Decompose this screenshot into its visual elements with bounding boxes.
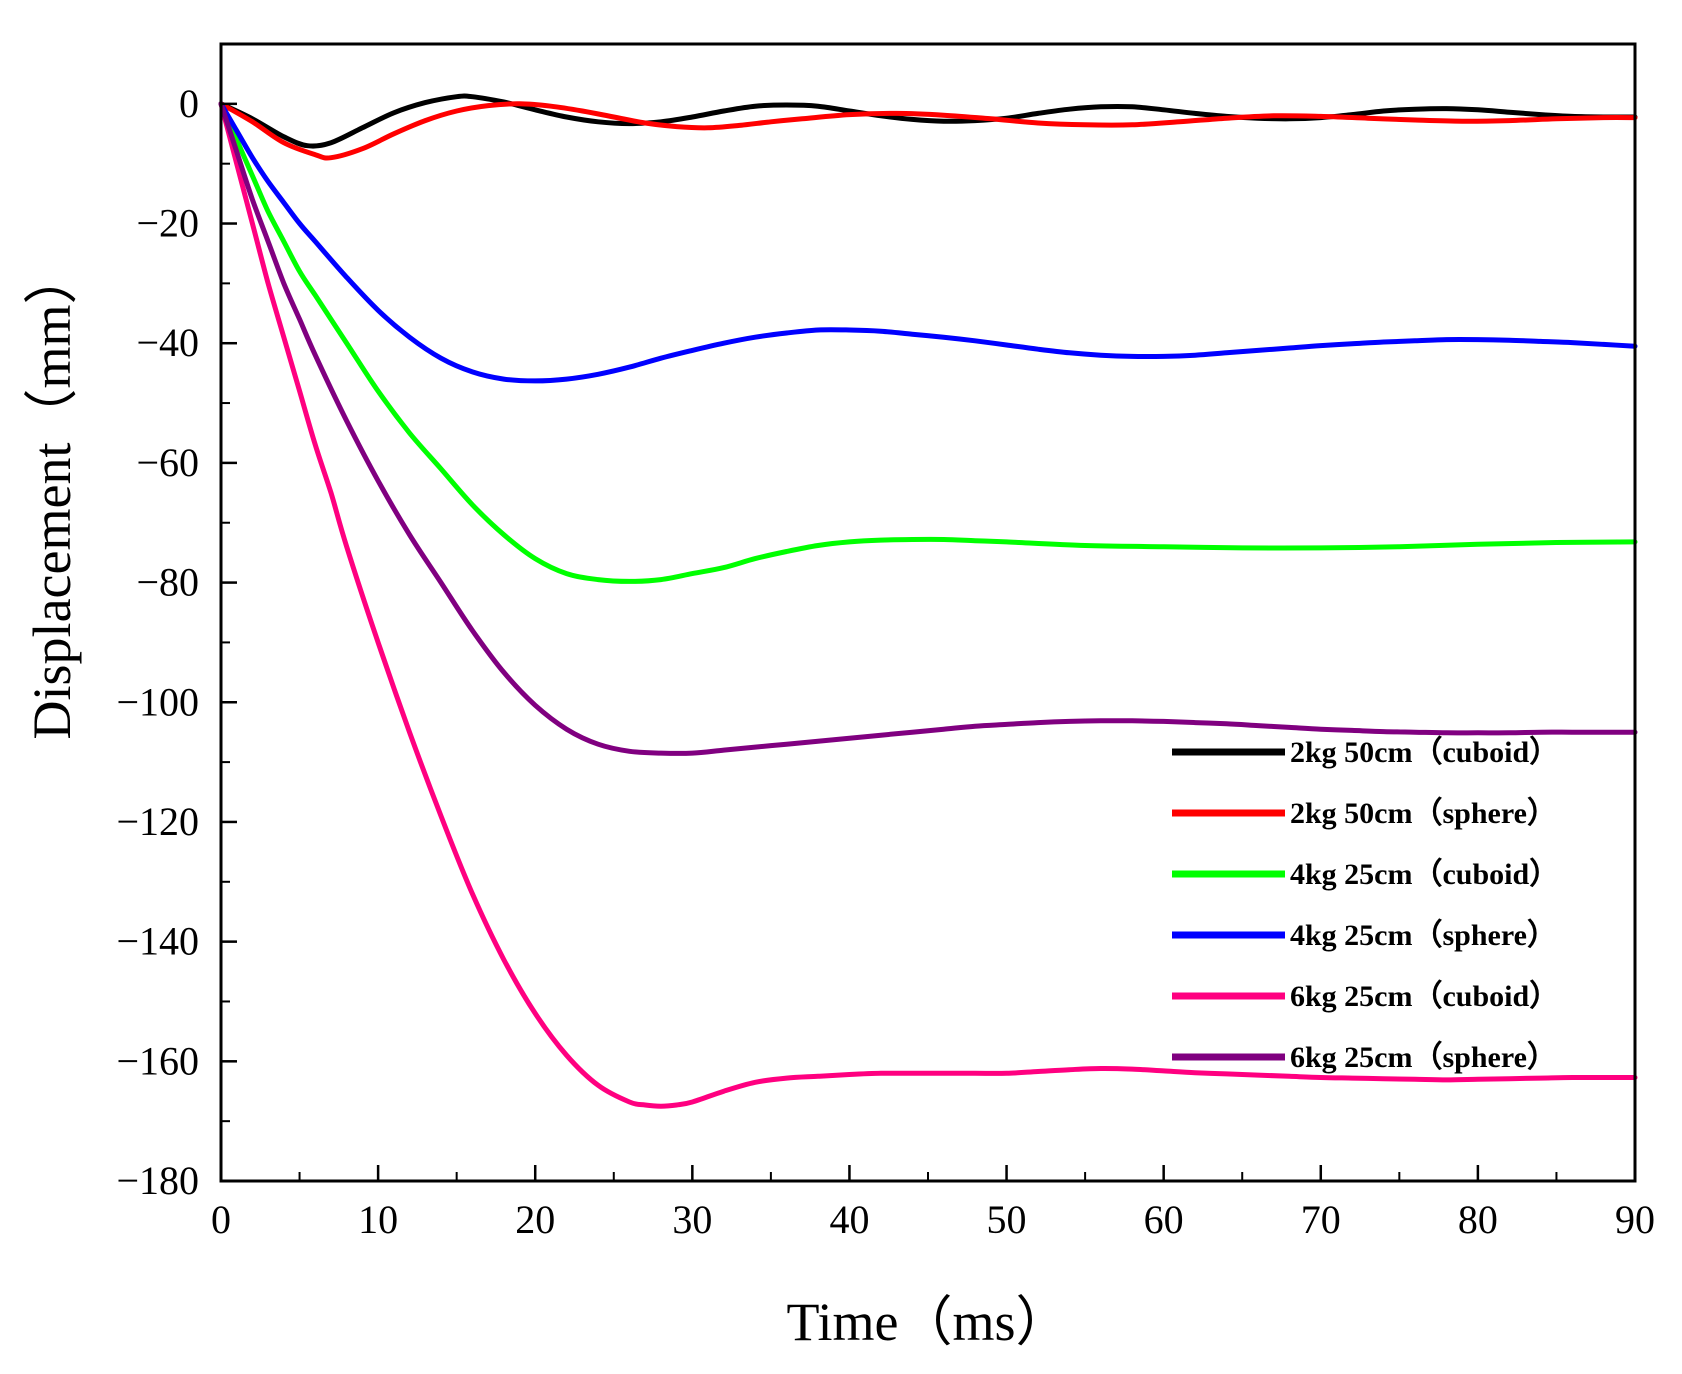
y-tick-label: −180 — [116, 1158, 199, 1203]
legend-label-3: 4kg 25cm（cuboid） — [1290, 857, 1559, 891]
y-tick-label: −160 — [116, 1038, 199, 1083]
y-axis-title: Displacement（mm） — [22, 251, 82, 740]
y-tick-label: −80 — [136, 560, 199, 605]
series-line-4 — [218, 101, 1638, 384]
y-tick-label: −20 — [136, 201, 199, 246]
x-tick-label: 90 — [1615, 1197, 1655, 1242]
x-tick-label: 10 — [358, 1197, 398, 1242]
x-tick-label: 40 — [829, 1197, 869, 1242]
y-tick-label: −140 — [116, 919, 199, 964]
series-layer — [218, 93, 1638, 1109]
x-axis-title: Time（ms） — [786, 1292, 1069, 1352]
x-tick-label: 0 — [211, 1197, 231, 1242]
x-tick-label: 20 — [515, 1197, 555, 1242]
y-tick-label: −60 — [136, 440, 199, 485]
series-line-6 — [218, 101, 1638, 756]
y-tick-label: 0 — [179, 81, 199, 126]
x-tick-label: 30 — [672, 1197, 712, 1242]
legend-label-1: 2kg 50cm（cuboid） — [1290, 735, 1559, 769]
x-tick-label: 50 — [987, 1197, 1027, 1242]
y-tick-label: −120 — [116, 799, 199, 844]
y-tick-label: −40 — [136, 320, 199, 365]
series-line-2 — [218, 101, 1638, 161]
legend-label-6: 6kg 25cm（sphere） — [1290, 1040, 1557, 1074]
series-line-3 — [218, 101, 1638, 584]
series-line-5 — [218, 101, 1638, 1109]
x-tick-label: 70 — [1301, 1197, 1341, 1242]
y-tick-label: −100 — [116, 679, 199, 724]
legend-label-4: 4kg 25cm（sphere） — [1290, 918, 1557, 952]
x-tick-label: 80 — [1458, 1197, 1498, 1242]
x-tick-label: 60 — [1144, 1197, 1184, 1242]
legend: 2kg 50cm（cuboid） 2kg 50cm（sphere） 4kg 25cm… — [1172, 735, 1559, 1074]
tick-layer: 0 10 20 30 40 50 60 70 80 90 0 −20 −40 −60 −80 −100 −120… — [116, 81, 1655, 1242]
legend-label-5: 6kg 25cm（cuboid） — [1290, 979, 1559, 1013]
series-line-1 — [218, 93, 1638, 149]
legend-label-2: 2kg 50cm（sphere） — [1290, 796, 1557, 830]
